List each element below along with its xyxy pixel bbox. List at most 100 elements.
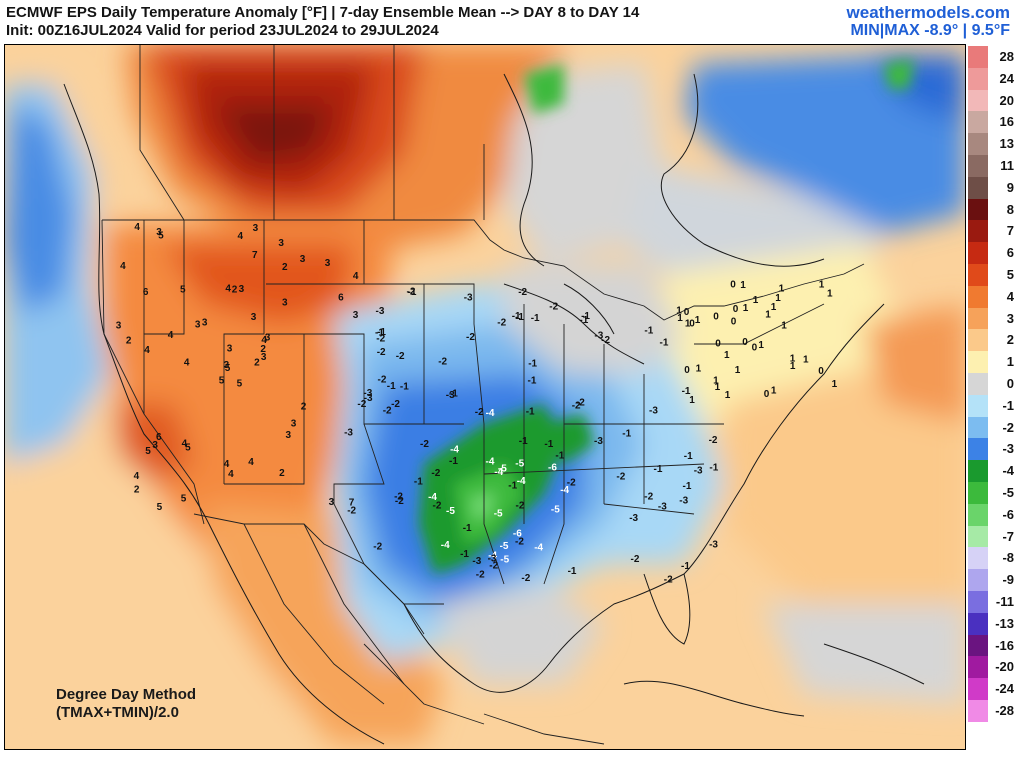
legend-swatch <box>968 438 988 461</box>
legend-swatch <box>968 678 988 701</box>
legend-label: -3 <box>1002 441 1014 457</box>
region-anomaly-label: 6 <box>156 432 162 443</box>
legend-swatch <box>968 503 988 527</box>
station-anomaly-label: 1 <box>781 321 787 332</box>
station-anomaly-label: 5 <box>225 363 231 374</box>
station-anomaly-label: 0 <box>731 316 737 327</box>
legend-label: 28 <box>999 49 1014 64</box>
station-anomaly-label: -2 <box>644 491 653 502</box>
legend-swatch <box>968 591 988 614</box>
station-anomaly-label: -2 <box>567 478 576 489</box>
station-anomaly-label: 4 <box>182 438 188 449</box>
station-anomaly-label: -2 <box>377 347 386 358</box>
station-anomaly-label: -3 <box>363 388 372 399</box>
legend-swatch <box>968 612 988 636</box>
station-anomaly-label: 1 <box>771 302 777 313</box>
station-anomaly-label: -1 <box>408 287 417 298</box>
station-anomaly-label: 2 <box>232 285 238 296</box>
legend-label: 20 <box>999 92 1014 108</box>
station-anomaly-label: -5 <box>551 505 560 516</box>
station-anomaly-label: -5 <box>494 508 503 519</box>
header: ECMWF EPS Daily Temperature Anomaly [°F]… <box>0 0 1024 44</box>
legend-label: 8 <box>1006 201 1014 217</box>
station-anomaly-label: 1 <box>832 379 838 390</box>
station-anomaly-label: -1 <box>579 315 588 326</box>
station-anomaly-label: 7 <box>349 497 355 508</box>
station-anomaly-label: -2 <box>549 301 558 312</box>
station-anomaly-label: -1 <box>644 326 653 337</box>
station-anomaly-label: 1 <box>775 293 781 304</box>
station-anomaly-label: 3 <box>300 254 306 265</box>
station-anomaly-label: 5 <box>145 446 151 457</box>
legend-label: -28 <box>995 703 1014 718</box>
station-anomaly-label: -3 <box>446 390 455 401</box>
station-anomaly-label: 0 <box>818 366 824 377</box>
station-anomaly-label: -4 <box>560 485 569 496</box>
station-anomaly-label: 5 <box>157 502 163 513</box>
station-anomaly-label: 1 <box>713 376 719 387</box>
station-anomaly-label: -2 <box>431 468 440 479</box>
station-anomaly-label: -1 <box>622 429 631 440</box>
station-anomaly-label: -2 <box>576 397 585 408</box>
legend-swatch <box>968 111 988 134</box>
legend-label: -20 <box>995 659 1014 675</box>
station-anomaly-label: 3 <box>152 440 158 451</box>
legend-label: 13 <box>999 136 1014 152</box>
map-frame <box>4 44 966 750</box>
station-anomaly-label: 0 <box>684 365 690 376</box>
legend-swatch <box>968 373 988 396</box>
anomaly-map: 7-56 -3156544533225744535433321231-2-1213… <box>4 44 966 750</box>
legend-label: 24 <box>999 70 1014 86</box>
station-anomaly-label: -6 <box>548 463 557 474</box>
legend-swatch <box>968 155 988 178</box>
station-anomaly-label: 4 <box>144 345 150 356</box>
station-anomaly-label: -5 <box>500 554 509 565</box>
station-anomaly-label: 3 <box>227 343 233 354</box>
station-anomaly-label: -1 <box>400 381 409 392</box>
legend-label: -24 <box>995 681 1014 697</box>
station-anomaly-label: 4 <box>238 231 244 242</box>
brand-link[interactable]: weathermodels.com <box>846 3 1010 22</box>
station-anomaly-label: -3 <box>472 556 481 567</box>
political-boundaries <box>101 44 865 745</box>
anomaly-labels: 7-56 -3156544533225744535433321231-2-1213… <box>116 222 838 585</box>
station-anomaly-label: 2 <box>134 485 140 496</box>
station-anomaly-label: -1 <box>528 376 537 387</box>
color-legend: 28 24 20 16 13 11 9 8 7 6 5 4 3 2 1 0 -1 -2 -3 -4 -5 -6 -7 -8 -9… <box>968 46 1024 723</box>
station-anomaly-label: 4 <box>184 358 190 369</box>
station-anomaly-label: -5 <box>515 459 524 470</box>
station-anomaly-label: -2 <box>631 554 640 565</box>
station-anomaly-label: -1 <box>463 523 472 534</box>
legend-swatch <box>968 220 988 243</box>
station-anomaly-label: 3 <box>325 258 331 269</box>
station-anomaly-label: 4 <box>353 271 359 282</box>
station-anomaly-label: 1 <box>689 395 695 406</box>
station-anomaly-label: 3 <box>278 238 284 249</box>
station-anomaly-label: -1 <box>555 451 564 462</box>
legend-label: 0 <box>1006 376 1014 391</box>
station-anomaly-label: 2 <box>254 357 260 368</box>
legend-swatch <box>968 198 988 221</box>
station-anomaly-label: 2 <box>126 336 132 347</box>
legend-swatch <box>968 89 988 112</box>
station-anomaly-label: 0 <box>689 318 695 329</box>
station-anomaly-label: -2 <box>572 401 581 412</box>
station-anomaly-label: -2 <box>391 399 400 410</box>
legend-swatch <box>968 307 988 330</box>
station-anomaly-label: 0 <box>742 337 748 348</box>
legend-swatch <box>968 46 988 69</box>
station-anomaly-label: -2 <box>420 439 429 450</box>
station-anomaly-label: -4 <box>534 542 543 553</box>
station-anomaly-label: -2 <box>516 500 525 511</box>
station-anomaly-label: 5 <box>219 376 225 387</box>
station-anomaly-label: 1 <box>765 310 771 321</box>
station-anomaly-label: -3 <box>694 466 703 477</box>
station-anomaly-label: -2 <box>521 573 530 584</box>
station-anomaly-label: -1 <box>681 561 690 572</box>
station-anomaly-label: 3 <box>282 297 288 308</box>
legend-swatch <box>968 329 988 352</box>
station-anomaly-label: -2 <box>357 399 366 410</box>
station-anomaly-label: 1 <box>725 390 731 401</box>
station-anomaly-label: 4 <box>120 261 126 272</box>
station-anomaly-label: -2 <box>601 335 610 346</box>
